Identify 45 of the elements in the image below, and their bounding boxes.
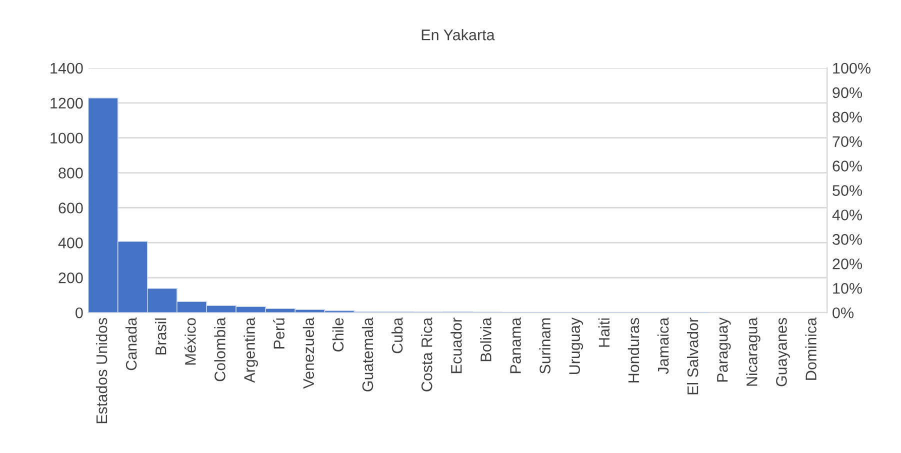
x-tick-label: Panama <box>510 317 521 374</box>
x-tick-label: Colombia <box>214 317 226 382</box>
x-tick-label: Ecuador <box>450 318 462 374</box>
y2-tick-label: 70% <box>832 136 862 148</box>
x-tick-label: Uruguay <box>569 317 584 374</box>
x-tick-label: México <box>184 318 196 365</box>
y-tick-label: 600 <box>58 202 83 214</box>
x-tick-label: Estados Unidos <box>96 318 108 424</box>
x-tick-label: Dominica <box>805 317 816 380</box>
x-tick-label: Costa Rica <box>421 317 432 392</box>
x-tick-label: Jamaica <box>657 317 669 374</box>
y-tick-label: 1200 <box>50 98 83 109</box>
x-tick-label: Perú <box>273 318 284 348</box>
y2-tick-label: 0% <box>832 307 854 318</box>
x-tick-label: El Salvador <box>687 318 698 394</box>
y-tick-label: 400 <box>58 238 83 248</box>
y2-tick-label: 20% <box>832 258 862 270</box>
y2-tick-label: 40% <box>832 210 862 220</box>
x-tick-label: Argentina <box>244 317 258 383</box>
x-tick-label: Surinam <box>539 318 550 374</box>
y-tick-label: 1400 <box>50 62 83 74</box>
y-tick-label: 0 <box>76 307 83 318</box>
x-tick-label: Canada <box>126 317 137 370</box>
y2-tick-label: 60% <box>832 160 862 172</box>
x-tick-label: Nicaragua <box>746 317 760 386</box>
x-tick-label: Haiti <box>598 318 610 347</box>
x-tick-label: Guayanes <box>776 318 790 386</box>
x-tick-label: Guatemala <box>362 317 374 392</box>
y-tick-label: 800 <box>58 168 83 178</box>
y2-tick-label: 100% <box>833 62 871 74</box>
x-tick-label: Chile <box>332 318 344 352</box>
chart-title: En Yakarta <box>422 29 495 40</box>
y2-tick-label: 90% <box>832 87 862 98</box>
y2-tick-label: 10% <box>833 282 862 294</box>
x-tick-label: Brasil <box>155 318 166 354</box>
x-tick-label: Cuba <box>391 317 403 354</box>
y2-tick-label: 50% <box>832 185 862 196</box>
y2-tick-label: 80% <box>832 112 862 123</box>
y-tick-label: 1000 <box>50 132 83 144</box>
y2-tick-label: 30% <box>832 234 862 245</box>
x-tick-label: Honduras <box>628 318 640 382</box>
x-tick-label: Venezuela <box>302 317 314 389</box>
y-tick-label: 200 <box>58 272 83 284</box>
x-tick-label: Bolivia <box>480 317 492 362</box>
x-tick-label: Paraguay <box>717 317 731 382</box>
